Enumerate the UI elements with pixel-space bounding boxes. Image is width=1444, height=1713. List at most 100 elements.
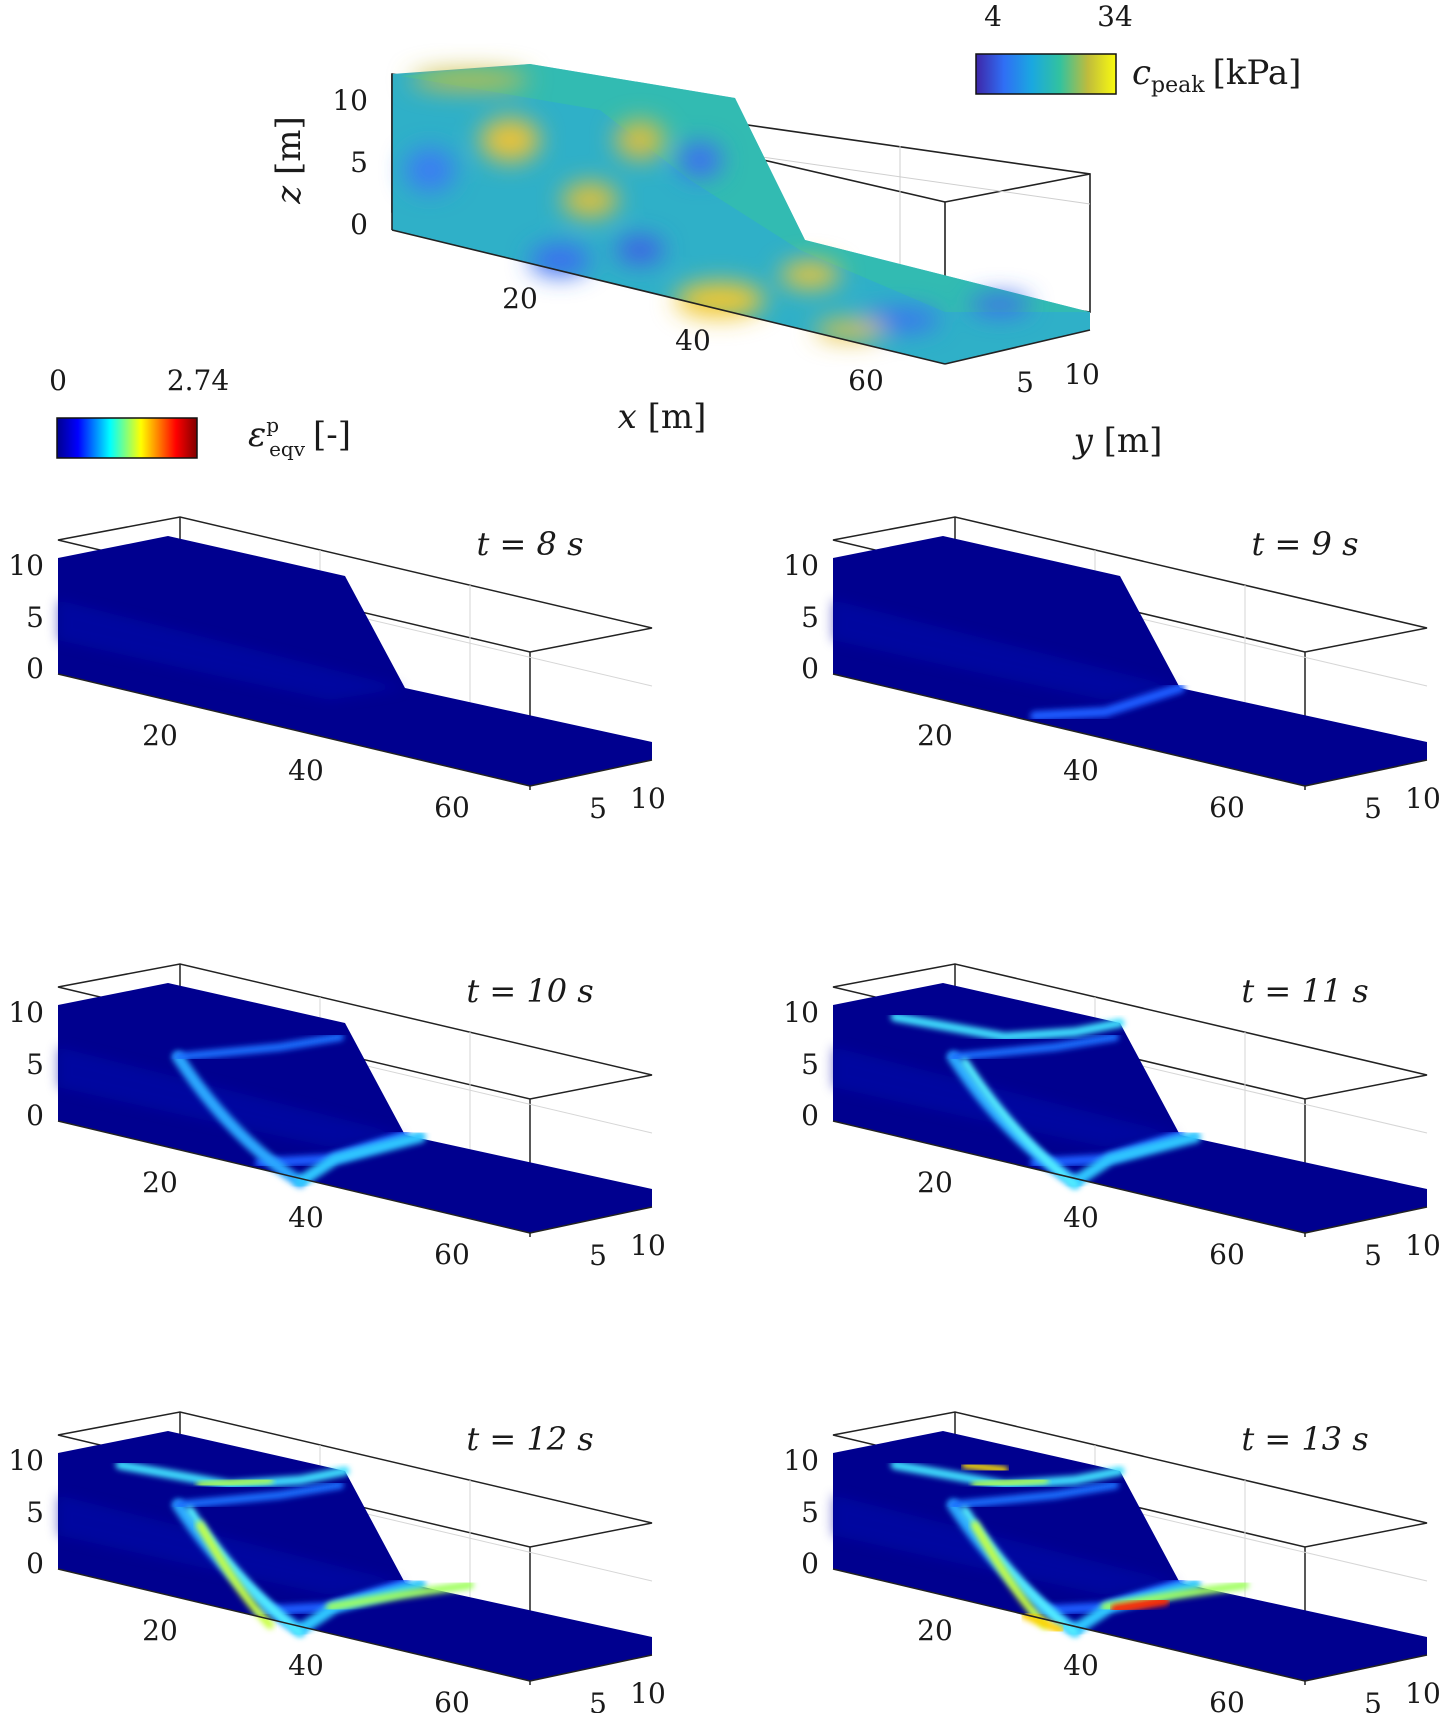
panel-x-tick: 20 (917, 719, 953, 752)
top-z-tick: 0 (350, 208, 368, 241)
panel-z-tick: 10 (783, 549, 819, 582)
top-y-axis: 5 10 y [m] (1016, 358, 1162, 461)
panel-title: t = 9 s (1252, 525, 1359, 563)
panel-z-tick: 0 (26, 1099, 44, 1132)
panel-title: t = 8 s (477, 525, 584, 563)
panel-y-tick: 5 (589, 1239, 607, 1272)
cohesion-field (392, 64, 1090, 364)
panel-z-tick: 5 (801, 1048, 819, 1081)
cohesion-colorbar-label: cpeak [kPa] (1132, 53, 1301, 98)
panel-z-tick: 0 (801, 1099, 819, 1132)
shear-bands (115, 1460, 474, 1637)
panel-x-tick: 20 (917, 1166, 953, 1199)
panel-x-tick: 40 (288, 1649, 324, 1682)
panel-x-tick: 20 (917, 1614, 953, 1647)
strain-colorbar-gradient (56, 417, 198, 459)
panel-front-edges (57, 1120, 653, 1234)
shear-bands (1030, 683, 1185, 721)
panel-x-tick: 40 (1063, 1201, 1099, 1234)
panel-x-tick: 40 (1063, 754, 1099, 787)
top-x-tick: 40 (675, 324, 711, 357)
strain-panel: t = 10 s 10 5 0 20 40 60 5 10 (8, 963, 666, 1272)
panel-z-tick: 10 (8, 996, 44, 1029)
strain-colorbar-max: 2.74 (167, 364, 229, 397)
time-panels: t = 8 s 10 5 0 20 40 60 5 10 t = 9 s 10 5 0 20 40 60 5 10… (8, 516, 1441, 1713)
strain-panel: t = 13 s 10 5 0 20 40 60 5 10 (783, 1411, 1441, 1713)
panel-z-tick: 10 (8, 549, 44, 582)
strain-panel: t = 9 s 10 5 0 20 40 60 5 10 (783, 516, 1441, 825)
panel-x-tick: 40 (1063, 1649, 1099, 1682)
panel-z-tick: 10 (783, 996, 819, 1029)
panel-front-edges (57, 1568, 653, 1682)
top-z-axis: 10 5 0 z [m] (269, 84, 368, 241)
panel-z-tick: 0 (801, 1547, 819, 1580)
top-x-axis: 20 40 60 x [m] (502, 282, 884, 437)
strain-colorbar-min: 0 (49, 364, 67, 397)
top-y-label: y [m] (1072, 421, 1163, 461)
panel-y-tick: 10 (630, 1677, 666, 1710)
cohesion-colorbar-min: 4 (984, 0, 1002, 33)
panel-z-tick: 0 (26, 1547, 44, 1580)
panel-x-tick: 60 (1209, 1686, 1245, 1713)
strain-field (833, 536, 1427, 786)
top-x-tick: 20 (502, 282, 538, 315)
panel-front-edges (832, 673, 1428, 787)
cohesion-colorbar-max: 34 (1097, 0, 1133, 33)
panel-z-tick: 5 (26, 1048, 44, 1081)
strain-panel: t = 12 s 10 5 0 20 40 60 5 10 (8, 1411, 666, 1713)
panel-y-tick: 10 (1405, 1677, 1441, 1710)
panel-y-tick: 10 (1405, 1229, 1441, 1262)
panel-x-tick: 60 (1209, 791, 1245, 824)
panel-z-tick: 10 (8, 1444, 44, 1477)
panel-y-tick: 5 (1364, 1687, 1382, 1713)
cohesion-colorbar: 4 34 cpeak [kPa] (975, 0, 1301, 98)
panel-x-tick: 60 (434, 791, 470, 824)
panel-y-tick: 5 (589, 1687, 607, 1713)
panel-y-tick: 5 (589, 792, 607, 825)
panel-z-tick: 5 (26, 601, 44, 634)
panel-x-tick: 60 (434, 1238, 470, 1271)
panel-z-tick: 5 (801, 601, 819, 634)
panel-x-tick: 20 (142, 1614, 178, 1647)
panel-z-tick: 5 (801, 1496, 819, 1529)
top-x-tick: 60 (848, 364, 884, 397)
panel-y-tick: 5 (1364, 1239, 1382, 1272)
panel-z-tick: 5 (26, 1496, 44, 1529)
panel-y-tick: 5 (1364, 792, 1382, 825)
top-y-tick: 10 (1064, 358, 1100, 391)
top-z-tick: 5 (350, 146, 368, 179)
panel-title: t = 11 s (1241, 972, 1368, 1010)
shear-bands (890, 1012, 1201, 1189)
strain-field (58, 536, 652, 786)
panel-x-tick: 20 (142, 719, 178, 752)
panel-front-edges (57, 673, 653, 787)
strain-panel: t = 11 s 10 5 0 20 40 60 5 10 (783, 963, 1441, 1272)
strain-field (833, 1431, 1427, 1681)
panel-x-tick: 40 (288, 754, 324, 787)
panel-x-tick: 20 (142, 1166, 178, 1199)
strain-panel: t = 8 s 10 5 0 20 40 60 5 10 (8, 516, 666, 825)
panel-x-tick: 60 (1209, 1238, 1245, 1271)
shear-bands (890, 1460, 1249, 1637)
cohesion-colorbar-gradient (975, 53, 1117, 95)
panel-title: t = 12 s (466, 1420, 593, 1458)
panel-y-tick: 10 (630, 1229, 666, 1262)
top-x-label: x [m] (618, 397, 707, 437)
shear-bands (172, 1033, 426, 1188)
panel-z-tick: 10 (783, 1444, 819, 1477)
panel-title: t = 10 s (466, 972, 593, 1010)
panel-y-tick: 10 (630, 782, 666, 815)
panel-x-tick: 60 (434, 1686, 470, 1713)
strain-field (58, 1431, 652, 1681)
panel-z-tick: 0 (26, 652, 44, 685)
top-y-tick: 5 (1016, 366, 1034, 399)
panel-y-tick: 10 (1405, 782, 1441, 815)
strain-colorbar-label: εp eqv [-] (248, 413, 351, 461)
panel-title: t = 13 s (1241, 1420, 1368, 1458)
strain-field (58, 983, 652, 1233)
top-front-edges (391, 74, 1091, 365)
panel-front-edges (832, 1568, 1428, 1682)
panel-front-edges (832, 1120, 1428, 1234)
strain-colorbar: 0 2.74 εp eqv [-] (49, 364, 351, 461)
